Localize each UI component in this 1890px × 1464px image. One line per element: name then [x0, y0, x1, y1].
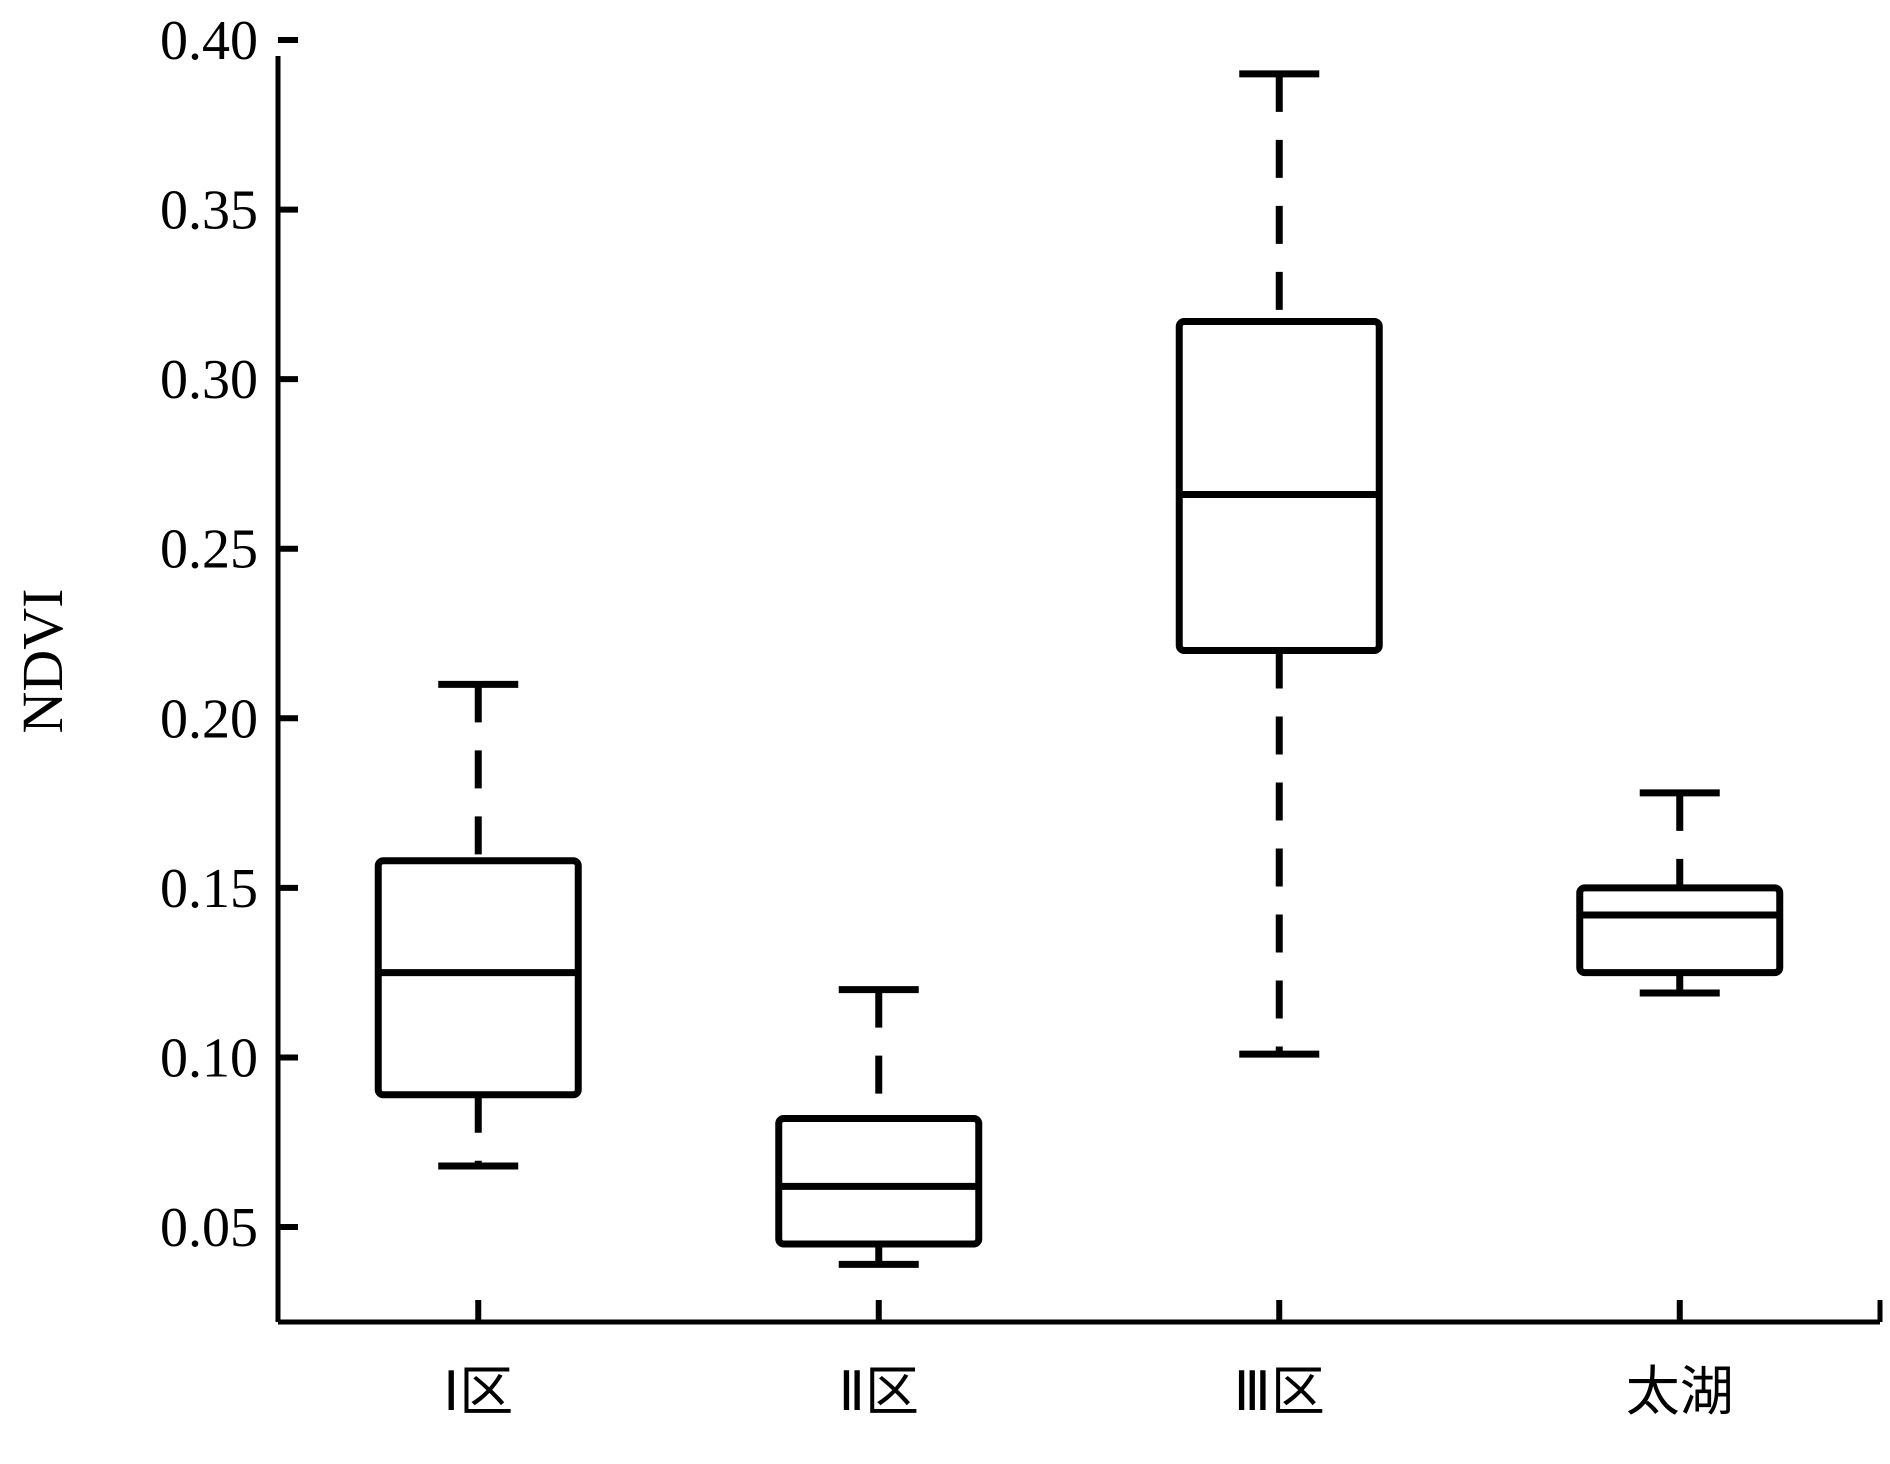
- iqr-box: [1576, 884, 1784, 977]
- y-tick-label: 0.20: [160, 688, 258, 750]
- y-tick-label: 0.30: [160, 349, 258, 411]
- iqr-box: [374, 857, 582, 1099]
- y-tick-label: 0.40: [160, 10, 258, 72]
- box-group: [374, 680, 582, 1170]
- boxes: [374, 70, 1784, 1268]
- box-group: [775, 986, 983, 1268]
- x-ticks: Ⅰ区 Ⅱ区 Ⅲ区 太湖: [443, 1300, 1734, 1423]
- y-tick-label: 0.10: [160, 1027, 258, 1089]
- x-category-label: Ⅰ区: [443, 1360, 513, 1423]
- y-tick-label: 0.05: [160, 1197, 258, 1259]
- y-axis-title: NDVI: [10, 589, 75, 734]
- y-tick-label: 0.15: [160, 858, 258, 920]
- axes: [275, 56, 1883, 1325]
- x-category-label: 太湖: [1626, 1360, 1734, 1423]
- y-ticks: 0.05 0.10 0.15 0.20 0.25 0.30 0.35 0.40: [160, 10, 298, 1259]
- x-category-label: Ⅱ区: [838, 1360, 919, 1423]
- iqr-box: [1175, 317, 1383, 654]
- y-tick-label: 0.25: [160, 519, 258, 581]
- iqr-box: [775, 1115, 983, 1248]
- box-group: [1576, 789, 1784, 997]
- x-category-label: Ⅲ区: [1234, 1360, 1325, 1423]
- y-tick-label: 0.35: [160, 180, 258, 242]
- box-group: [1175, 70, 1383, 1058]
